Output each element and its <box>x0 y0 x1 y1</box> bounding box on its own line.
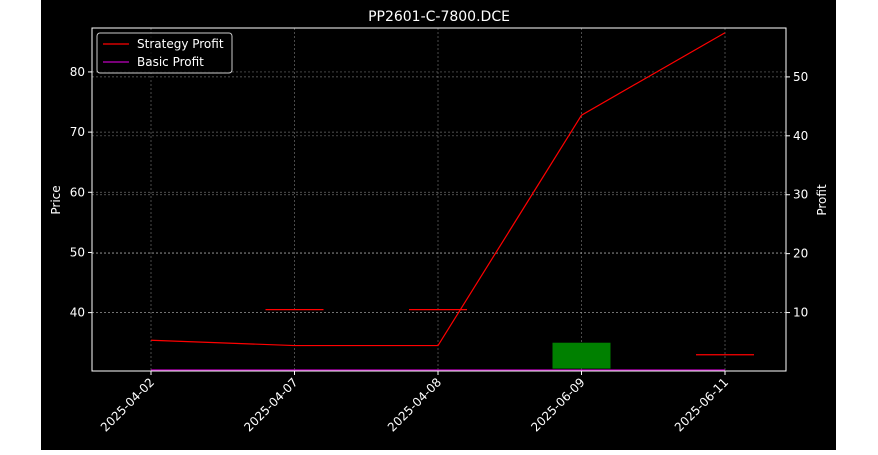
candle-bar <box>552 342 611 369</box>
legend-label-basic-profit: Basic Profit <box>137 55 204 69</box>
plot-frame <box>91 27 787 372</box>
legend-box <box>96 32 233 74</box>
x-tick-label: 2025-06-09 <box>528 375 587 434</box>
chart-title: PP2601-C-7800.DCE <box>368 9 510 25</box>
left-axis-ticks: 40 50 60 70 80 <box>70 65 92 320</box>
left-tick-label: 40 <box>70 306 85 320</box>
grid-lines <box>92 28 786 371</box>
candles <box>265 308 754 369</box>
right-tick-label: 10 <box>793 306 808 320</box>
x-tick-label: 2025-04-02 <box>98 375 157 434</box>
right-axis-label: Profit <box>815 184 829 216</box>
legend-label-strategy-profit: Strategy Profit <box>137 37 224 51</box>
right-tick-label: 40 <box>793 129 808 143</box>
right-tick-label: 30 <box>793 188 808 202</box>
x-tick-label: 2025-04-07 <box>241 375 300 434</box>
left-tick-label: 60 <box>70 185 85 199</box>
chart-figure: PP2601-C-7800.DCE 40 50 60 70 80 10 20 30 40 50 … <box>41 0 836 450</box>
right-tick-label: 20 <box>793 247 808 261</box>
left-axis-label: Price <box>49 185 63 214</box>
left-tick-label: 80 <box>70 65 85 79</box>
right-axis-ticks: 10 20 30 40 50 <box>786 70 808 320</box>
left-tick-label: 70 <box>70 125 85 139</box>
x-tick-label: 2025-04-08 <box>385 375 444 434</box>
left-tick-label: 50 <box>70 245 85 259</box>
right-tick-label: 50 <box>793 70 808 84</box>
x-axis-ticks: 2025-04-02 2025-04-07 2025-04-08 2025-06-09… <box>98 371 731 434</box>
series-line-strategy-profit <box>150 32 726 347</box>
x-tick-label: 2025-06-11 <box>672 375 731 434</box>
series-lines <box>150 32 726 372</box>
legend: Strategy Profit Basic Profit <box>96 32 233 74</box>
